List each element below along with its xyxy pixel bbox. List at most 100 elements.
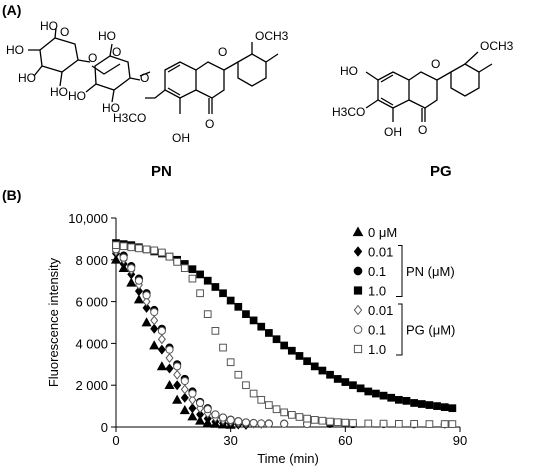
data-point [173,380,182,391]
data-point [440,403,449,412]
pn-link-o: O [88,51,97,65]
data-point [188,389,197,398]
data-point [141,317,152,327]
pn-och3: OCH3 [255,29,289,43]
panel-b-label: (B) [2,187,22,203]
data-point [448,404,457,413]
pg-bracket [396,303,403,356]
data-point [226,415,235,424]
data-point [119,253,128,262]
pg-oh: OH [384,125,402,139]
data-point [156,361,167,371]
data-point [172,394,183,404]
data-point [173,369,182,380]
data-point [196,409,205,420]
data-point [158,248,166,257]
data-point [157,344,166,355]
pn-sugar-o2: O [112,45,121,59]
data-point [364,387,373,396]
data-point [287,346,296,355]
data-point [295,413,304,421]
data-point [165,252,174,261]
data-point [127,243,136,252]
data-point [211,283,220,291]
data-point [349,419,357,427]
data-point [379,391,388,400]
data-point [333,375,342,383]
pn-ho-1: HO [6,43,24,57]
series-6 [112,241,457,428]
data-point [157,326,166,335]
data-point [133,294,144,304]
data-point [394,395,403,404]
legend-label: 0.1 [368,323,386,338]
data-point [188,394,197,405]
data-point [196,289,204,298]
data-point [387,393,396,402]
pg-molecule-name: PG [430,163,452,180]
data-point [173,362,182,371]
pn-ho-6: HO [102,101,120,115]
data-point [188,403,197,414]
x-axis-label: Time (min) [257,451,319,466]
data-point [425,420,434,428]
data-point [187,411,198,421]
data-point [448,420,457,428]
data-point [173,258,182,266]
legend-marker [353,344,363,354]
pn-molecule-name: PN [151,163,172,180]
data-point [295,352,304,360]
data-point [234,370,243,379]
pn-ho-4: HO [50,85,68,99]
data-point [226,296,235,305]
data-point [326,370,334,379]
data-point [249,418,258,428]
pn-ho-2: HO [18,71,36,85]
legend-label: 0.01 [368,303,393,318]
series-0 [110,254,236,429]
legend-label: 0.1 [368,264,386,279]
data-point [142,291,151,300]
data-point [188,265,197,274]
legend-marker [353,286,363,295]
data-point [219,289,227,298]
legend-marker [353,266,363,276]
data-point [119,242,128,251]
data-point [417,400,426,408]
pg-och3: OCH3 [480,39,514,53]
data-point [149,340,160,350]
pn-ring-o: O [218,45,227,59]
series-4 [111,246,266,429]
data-point [394,420,403,428]
data-point [333,418,342,427]
series-3 [112,239,457,413]
data-point [188,274,197,283]
y-tick-label: 8 000 [75,253,108,268]
data-point [211,410,220,419]
data-point [150,246,159,255]
data-point [249,316,258,325]
data-point [180,376,189,386]
data-point [287,411,296,419]
pn-ho-7: HO [98,29,116,43]
data-point [242,381,250,390]
x-tick-label: 90 [453,433,467,448]
data-point [303,414,311,423]
y-tick-label: 6 000 [75,295,108,310]
data-point [349,381,357,390]
data-point [318,366,327,375]
data-point [257,395,266,404]
pg-h3co: H3CO [332,105,365,119]
data-point [280,419,289,428]
legend-marker [352,226,364,237]
data-point [303,357,311,366]
data-point [196,403,205,414]
data-point [203,413,212,424]
pn-glycoside-o: O [140,71,149,85]
pn-structure [28,27,279,114]
data-point [196,398,205,408]
data-point [180,264,189,273]
legend-marker [353,246,363,257]
data-point [379,419,388,428]
